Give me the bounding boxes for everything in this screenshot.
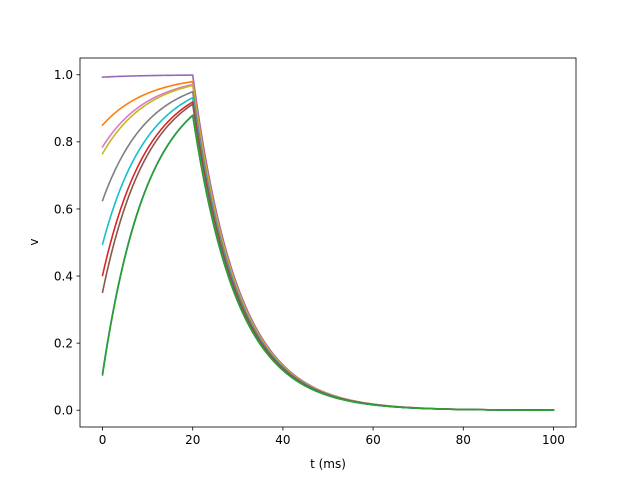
- x-tick-label: 20: [185, 433, 200, 447]
- series-lines: [101, 74, 555, 411]
- plot-frame: [79, 57, 577, 428]
- y-axis-ticks: 0.0 0.2 0.4 0.6 0.8 1.0: [54, 68, 80, 418]
- y-tick-label: 0.8: [54, 135, 73, 149]
- x-tick-label: 100: [542, 433, 565, 447]
- y-tick-label: 1.0: [54, 68, 73, 82]
- y-tick-label: 0.2: [54, 336, 73, 350]
- y-tick-label: 0.0: [54, 404, 73, 418]
- x-tick-label: 0: [99, 433, 107, 447]
- y-tick-label: 0.6: [54, 202, 73, 216]
- x-tick-label: 60: [365, 433, 380, 447]
- y-tick-label: 0.4: [54, 269, 73, 283]
- y-axis-label: v: [27, 238, 41, 245]
- x-tick-label: 80: [456, 433, 471, 447]
- x-tick-label: 40: [275, 433, 290, 447]
- series-line-10: [101, 114, 555, 411]
- x-axis-ticks: 0 20 40 60 80 100: [99, 427, 565, 447]
- x-axis-label: t (ms): [310, 457, 346, 471]
